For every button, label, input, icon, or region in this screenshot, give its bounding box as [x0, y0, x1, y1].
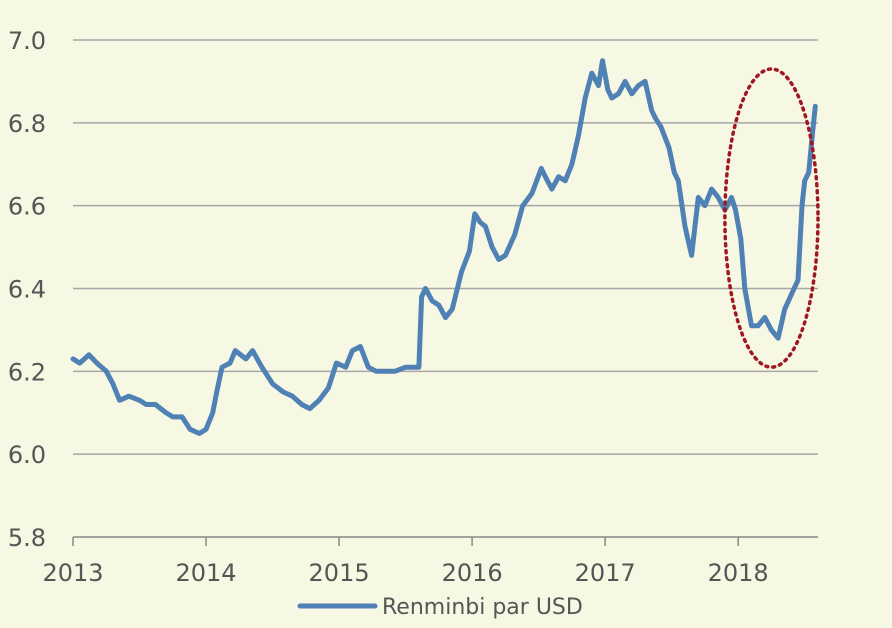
- x-axis: 2013 2014 2015 2016 2017 2018: [42, 536, 818, 587]
- series-line: [70, 58, 818, 436]
- x-tick-label: 2013: [42, 559, 103, 587]
- y-tick-label: 6.8: [8, 110, 46, 138]
- gridlines: [73, 39, 818, 455]
- legend-label: Renminbi par USD: [382, 595, 583, 620]
- y-axis-tick-labels: 5.8 6.0 6.2 6.4 6.6 6.8 7.0: [8, 27, 46, 552]
- x-tick-label: 2016: [442, 559, 503, 587]
- series-layer: [70, 58, 818, 436]
- x-tick-label: 2018: [708, 559, 769, 587]
- y-tick-label: 6.4: [8, 276, 46, 304]
- x-tick-label: 2015: [309, 559, 370, 587]
- highlight-ellipse: [723, 67, 820, 369]
- x-tick-label: 2017: [575, 559, 636, 587]
- highlight-layer: [723, 67, 820, 369]
- y-tick-label: 6.2: [8, 358, 46, 386]
- y-tick-label: 5.8: [8, 524, 46, 552]
- legend: Renminbi par USD: [297, 595, 583, 620]
- y-tick-label: 6.6: [8, 193, 46, 221]
- y-tick-label: 6.0: [8, 441, 46, 469]
- x-tick-label: 2014: [175, 559, 236, 587]
- y-tick-label: 7.0: [8, 27, 46, 55]
